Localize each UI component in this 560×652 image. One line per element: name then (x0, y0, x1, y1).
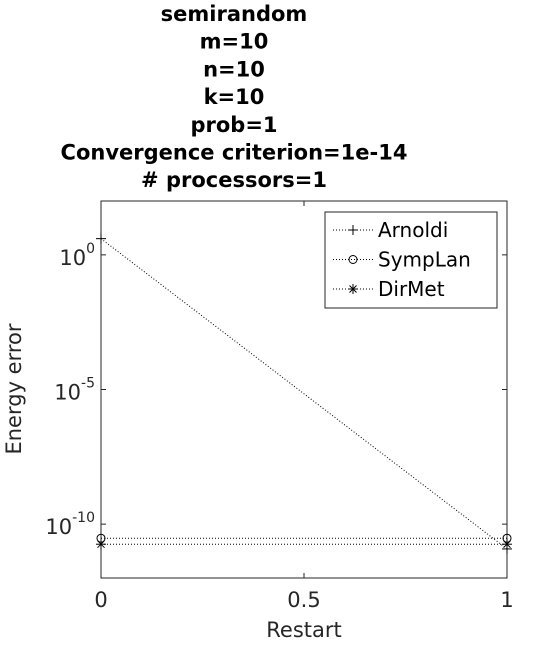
x-tick-label: 1 (500, 588, 513, 612)
y-tick-base: 10 (59, 246, 86, 270)
x-tick-label: 0 (94, 588, 107, 612)
title-line: # processors=1 (141, 168, 327, 192)
y-tick-base: 10 (54, 381, 81, 405)
legend-label: DirMet (378, 277, 445, 301)
y-tick-label: 10-5 (54, 376, 95, 405)
data-point-dirmet (502, 539, 512, 549)
title-line: k=10 (204, 85, 265, 109)
title-line: prob=1 (190, 113, 277, 137)
legend-label: SympLan (378, 248, 471, 272)
y-tick-exponent: -10 (72, 510, 95, 526)
x-tick-label: 0.5 (287, 588, 320, 612)
y-tick-label: 10-10 (45, 510, 95, 539)
y-tick-label: 100 (59, 241, 95, 270)
y-tick-base: 10 (45, 515, 72, 539)
x-axis-label: Restart (266, 618, 341, 642)
legend-label: Arnoldi (378, 218, 448, 242)
title-line: n=10 (203, 57, 265, 81)
title-line: semirandom (161, 2, 308, 26)
y-axis-label: Energy error (2, 323, 26, 454)
chart-title: semirandom m=10 n=10 k=10 prob=1 Convergence … (61, 2, 408, 192)
legend-marker (348, 284, 358, 294)
y-tick-exponent: 0 (86, 241, 95, 257)
title-line: m=10 (200, 30, 269, 54)
data-point-dirmet (96, 539, 106, 549)
legend: Arnoldi SympLan DirMet (325, 212, 497, 308)
y-tick-exponent: -5 (81, 376, 95, 392)
title-line: Convergence criterion=1e-14 (61, 141, 408, 165)
